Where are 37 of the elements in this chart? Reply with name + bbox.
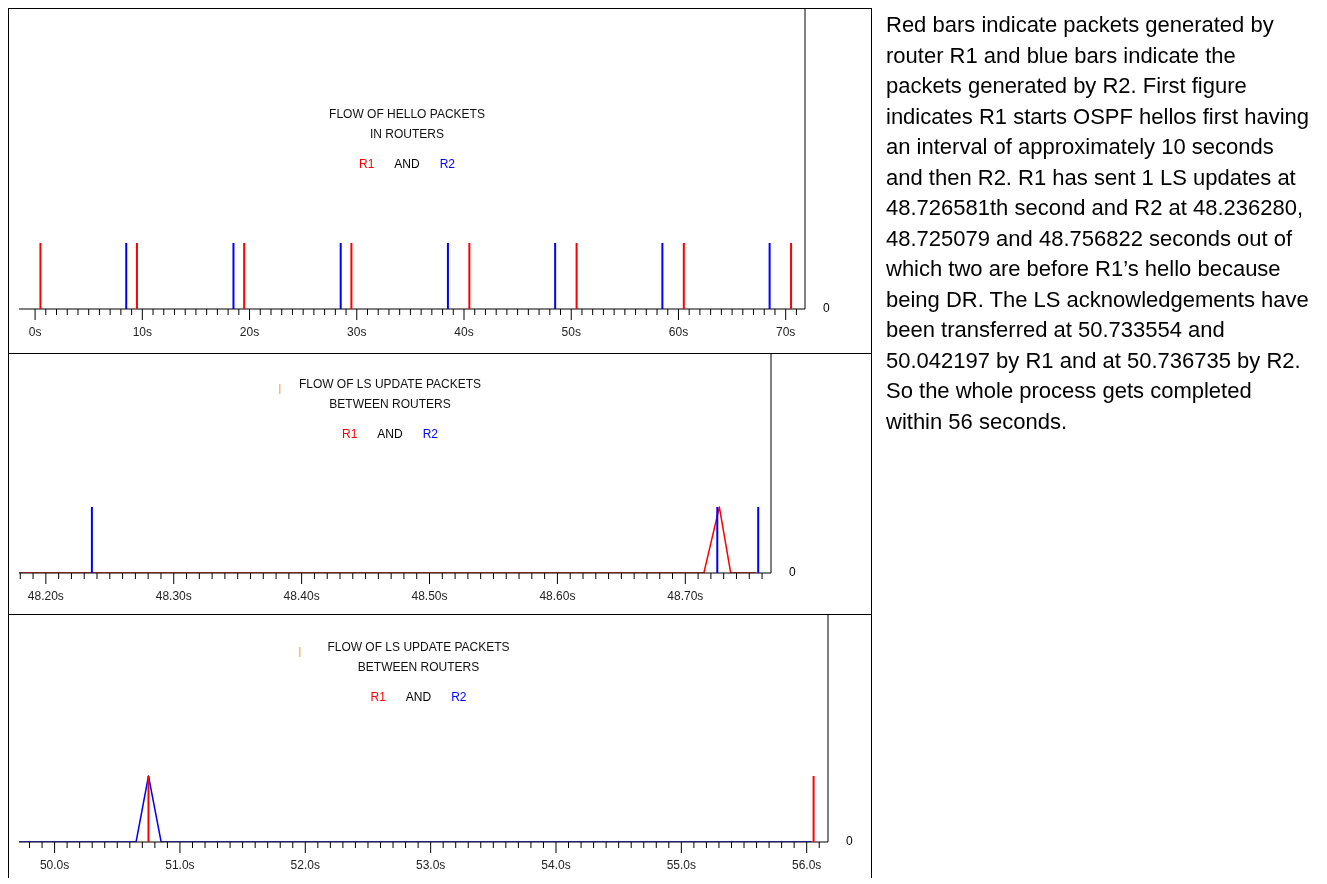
text: R2 (451, 689, 467, 706)
x-tick-label: 60s (668, 325, 689, 339)
x-tick-label: 0s (28, 325, 42, 339)
x-tick-label: 48.70s (667, 589, 704, 603)
x-tick-label: 55.0s (666, 858, 697, 872)
text: AND (394, 156, 420, 173)
text: R2 (439, 156, 456, 173)
x-tick-label: 50s (561, 325, 581, 339)
x-tick-label: 48.20s (27, 589, 64, 603)
text: R1 (370, 689, 386, 706)
text: 0 (846, 834, 853, 848)
x-tick-label: 56.0s (792, 858, 822, 872)
x-tick-label: 54.0s (541, 858, 571, 872)
x-tick-label: 48.40s (283, 589, 320, 603)
x-tick-label: 50.0s (39, 858, 70, 872)
text: R1 (341, 426, 358, 443)
x-tick-label: 53.0s (415, 858, 446, 872)
text: R2 (422, 426, 439, 443)
text: Red bars indicate packets generated by router R1 and blue bars indicate the packets generated by R2. First figure indicates R1 starts OSPF hellos first having an interval of approximately 10 seconds and then R2. R1 has sent 1 LS updates at 48.726581th second and R2 at 48.236280, 48.725079 and 48.756822 seconds out of which two are before R1’s hello because being DR. The LS acknowledgements have been transferred at 50.733554 and 50.042197 by R1 and at 50.736735 by R2. So the whole process gets completed within 56 seconds. (886, 12, 1310, 434)
text: R1 (358, 156, 375, 173)
x-tick-label: 20s (239, 325, 260, 339)
x-tick-label: 30s (347, 325, 367, 339)
x-tick-label: 51.0s (165, 858, 195, 872)
x-tick-label: 48.60s (539, 589, 576, 603)
x-tick-label: 70s (776, 325, 796, 339)
chart-title: FLOW OF LS UPDATE PACKETS BETWEEN ROUTERS (297, 376, 483, 413)
chart-title: FLOW OF HELLO PACKETS IN ROUTERS (328, 106, 486, 143)
chart-title: FLOW OF LS UPDATE PACKETS BETWEEN ROUTERS (326, 639, 511, 676)
text: AND (405, 689, 432, 706)
x-tick-label: 10s (132, 325, 152, 339)
x-tick-label: 48.30s (155, 589, 192, 603)
text: 0 (823, 301, 830, 315)
x-tick-label: 48.50s (411, 589, 448, 603)
text: 0 (789, 565, 796, 579)
x-tick-label: 40s (454, 325, 474, 339)
x-tick-label: 52.0s (290, 858, 320, 872)
text: AND (377, 426, 403, 443)
